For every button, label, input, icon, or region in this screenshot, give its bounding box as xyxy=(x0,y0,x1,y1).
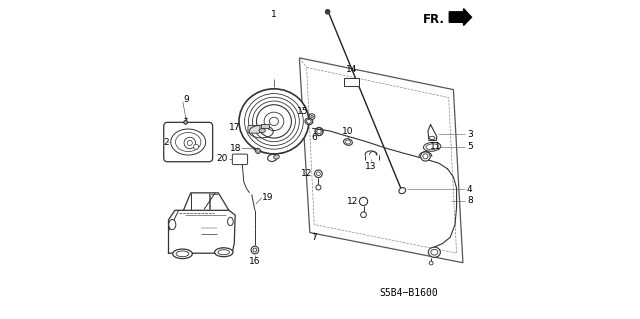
Text: 18: 18 xyxy=(230,144,241,153)
Ellipse shape xyxy=(264,112,284,130)
Ellipse shape xyxy=(173,249,193,259)
Ellipse shape xyxy=(253,101,296,142)
Circle shape xyxy=(316,185,321,190)
Circle shape xyxy=(429,261,433,265)
Ellipse shape xyxy=(431,249,438,255)
Ellipse shape xyxy=(429,136,435,139)
Circle shape xyxy=(325,10,330,14)
Ellipse shape xyxy=(171,129,205,155)
Ellipse shape xyxy=(175,132,201,152)
Text: 3: 3 xyxy=(467,130,473,138)
Text: 1: 1 xyxy=(271,11,277,19)
Text: 5: 5 xyxy=(467,142,473,151)
Circle shape xyxy=(309,114,315,120)
Ellipse shape xyxy=(307,119,311,123)
Ellipse shape xyxy=(239,89,309,154)
Text: 17: 17 xyxy=(228,123,240,132)
Circle shape xyxy=(193,144,198,149)
Ellipse shape xyxy=(344,139,353,145)
Text: 15: 15 xyxy=(298,108,309,116)
Ellipse shape xyxy=(399,188,406,194)
Ellipse shape xyxy=(218,250,230,255)
Circle shape xyxy=(423,154,428,159)
Text: 16: 16 xyxy=(249,257,260,266)
Circle shape xyxy=(251,246,259,254)
Circle shape xyxy=(315,170,322,178)
Circle shape xyxy=(257,150,259,152)
Ellipse shape xyxy=(259,129,266,132)
Ellipse shape xyxy=(257,105,291,138)
Ellipse shape xyxy=(305,118,313,125)
Ellipse shape xyxy=(269,117,278,125)
Text: 12: 12 xyxy=(348,197,359,206)
Text: 8: 8 xyxy=(467,196,473,205)
Ellipse shape xyxy=(426,144,438,150)
FancyBboxPatch shape xyxy=(164,122,212,162)
Circle shape xyxy=(315,127,323,136)
Text: 2: 2 xyxy=(163,137,169,146)
Ellipse shape xyxy=(346,140,351,144)
Circle shape xyxy=(360,197,367,205)
Circle shape xyxy=(255,148,260,153)
Text: 6: 6 xyxy=(311,133,317,142)
Circle shape xyxy=(184,121,188,124)
Polygon shape xyxy=(449,9,472,26)
Ellipse shape xyxy=(274,155,279,159)
Ellipse shape xyxy=(169,219,176,230)
Text: 19: 19 xyxy=(262,193,274,202)
Ellipse shape xyxy=(428,247,440,257)
Ellipse shape xyxy=(176,251,189,257)
Ellipse shape xyxy=(248,97,300,145)
Circle shape xyxy=(184,137,195,149)
Ellipse shape xyxy=(244,93,303,149)
Text: S5B4−B1600: S5B4−B1600 xyxy=(380,288,438,298)
Ellipse shape xyxy=(424,142,441,151)
Circle shape xyxy=(361,212,366,218)
Text: 11: 11 xyxy=(429,142,441,151)
Text: 7: 7 xyxy=(311,233,317,242)
Text: 20: 20 xyxy=(216,154,228,163)
Circle shape xyxy=(420,152,430,161)
Text: 4: 4 xyxy=(467,185,473,194)
Text: 9: 9 xyxy=(184,95,189,104)
Circle shape xyxy=(317,129,321,134)
Text: FR.: FR. xyxy=(422,13,445,26)
FancyBboxPatch shape xyxy=(232,154,248,165)
Bar xyxy=(344,78,359,86)
Text: 14: 14 xyxy=(346,65,357,74)
Ellipse shape xyxy=(228,217,234,226)
Circle shape xyxy=(253,248,257,252)
Circle shape xyxy=(311,115,314,118)
Text: 13: 13 xyxy=(365,162,376,171)
Circle shape xyxy=(317,172,320,176)
Ellipse shape xyxy=(214,248,233,257)
Text: 10: 10 xyxy=(342,127,354,136)
Text: 12: 12 xyxy=(301,169,313,178)
Circle shape xyxy=(188,140,193,145)
Ellipse shape xyxy=(268,154,277,161)
Bar xyxy=(261,123,269,128)
FancyBboxPatch shape xyxy=(248,125,260,133)
